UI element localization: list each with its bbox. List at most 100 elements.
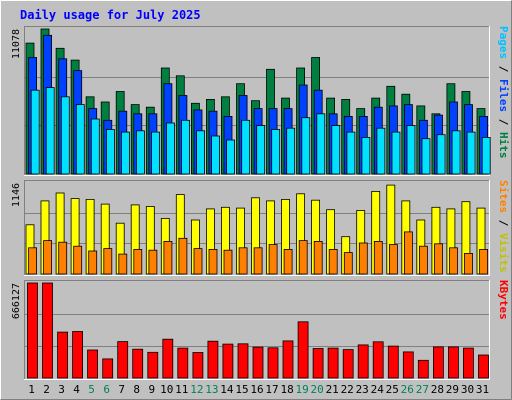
legend-sites: Sites	[497, 180, 510, 213]
x-tick-label-day-4: 4	[73, 383, 80, 396]
legend-separator: /	[497, 59, 510, 79]
legend-pages: Pages	[497, 26, 510, 59]
bar-pages-day-19	[301, 117, 311, 175]
bar-pages-day-29	[451, 130, 461, 175]
x-tick-label-day-26: 26	[401, 383, 414, 396]
bar-sites-day-3	[58, 241, 68, 275]
bar-sites-day-29	[449, 247, 458, 275]
legend-separator: /	[497, 213, 510, 233]
x-tick-label-day-21: 21	[326, 383, 339, 396]
bar-kbytes-day-22	[342, 349, 354, 379]
bar-sites-day-12	[193, 248, 203, 275]
bar-kbytes-day-6	[102, 358, 114, 379]
legend-separator: /	[497, 112, 510, 132]
bar-pages-day-26	[406, 125, 416, 175]
bar-sites-day-26	[403, 231, 413, 275]
bar-pages-day-15	[241, 119, 251, 175]
bar-sites-day-5	[88, 250, 98, 275]
bar-kbytes-day-30	[462, 347, 474, 379]
bar-kbytes-day-19	[297, 321, 309, 379]
bar-pages-day-14	[226, 139, 236, 175]
bar-kbytes-day-26	[402, 351, 414, 379]
bar-kbytes-day-11	[177, 347, 189, 379]
bar-pages-day-6	[106, 129, 115, 175]
bar-pages-day-30	[466, 131, 476, 175]
x-tick-label-day-12: 12	[190, 383, 203, 396]
x-tick-label-day-3: 3	[58, 383, 65, 396]
x-tick-label-day-6: 6	[103, 383, 110, 396]
x-tick-label-day-1: 1	[28, 383, 35, 396]
bar-pages-day-13	[211, 135, 221, 175]
bar-sites-day-13	[208, 248, 218, 275]
x-tick-label-day-13: 13	[205, 383, 218, 396]
x-tick-label-day-22: 22	[341, 383, 354, 396]
x-tick-label-day-14: 14	[220, 383, 234, 396]
bar-kbytes-day-1	[27, 282, 38, 379]
legend-hits: Hits	[497, 132, 510, 159]
chart-title: Daily usage for July 2025	[20, 8, 201, 22]
bar-pages-day-3	[60, 96, 70, 175]
bar-kbytes-day-5	[87, 349, 98, 379]
x-tick-label-day-9: 9	[148, 383, 155, 396]
bar-kbytes-day-17	[267, 347, 279, 379]
bar-pages-day-9	[151, 131, 160, 175]
bar-pages-day-31	[481, 136, 491, 175]
bar-pages-day-23	[361, 136, 371, 175]
bar-pages-day-1	[30, 89, 40, 175]
bar-sites-day-4	[73, 245, 83, 275]
bar-sites-day-6	[103, 248, 113, 275]
side-legend-label: Sites / Visits	[497, 180, 510, 273]
bar-sites-day-28	[434, 243, 443, 275]
bar-kbytes-day-28	[432, 346, 444, 379]
bar-kbytes-day-13	[207, 340, 219, 379]
bar-pages-day-25	[391, 131, 401, 175]
bar-pages-day-8	[135, 130, 145, 175]
bar-sites-day-24	[373, 240, 383, 275]
bar-kbytes-day-25	[387, 345, 399, 379]
x-tick-label-day-11: 11	[175, 383, 188, 396]
panel-2: 1146 Sites / Visits	[11, 180, 510, 276]
bar-kbytes-day-16	[252, 346, 264, 379]
bar-pages-day-16	[256, 125, 266, 175]
bar-kbytes-day-12	[192, 352, 204, 379]
bar-sites-day-14	[223, 249, 233, 275]
bar-sites-day-10	[163, 240, 173, 275]
panel-3: 666127 KBytes	[11, 280, 510, 380]
bar-kbytes-day-3	[57, 331, 68, 379]
bar-kbytes-day-2	[42, 282, 53, 379]
bar-sites-day-7	[118, 253, 128, 275]
bar-kbytes-day-23	[357, 344, 369, 379]
bar-kbytes-day-18	[282, 340, 294, 379]
bar-kbytes-day-4	[72, 331, 83, 379]
bar-sites-day-16	[253, 247, 263, 275]
x-tick-label-day-31: 31	[476, 383, 489, 396]
bar-pages-day-21	[331, 125, 341, 175]
x-tick-label-day-24: 24	[371, 383, 385, 396]
legend-kbytes: KBytes	[497, 280, 510, 320]
bar-sites-day-25	[388, 244, 398, 275]
bar-sites-day-8	[133, 248, 143, 275]
x-tick-label-day-16: 16	[250, 383, 263, 396]
bar-pages-day-4	[75, 104, 85, 175]
bar-sites-day-15	[238, 247, 248, 275]
legend-files: Files	[497, 79, 510, 112]
bar-pages-day-27	[421, 138, 431, 175]
x-tick-label-day-28: 28	[431, 383, 444, 396]
x-tick-label-day-27: 27	[416, 383, 429, 396]
bar-sites-day-2	[43, 240, 52, 275]
bar-kbytes-day-8	[132, 348, 144, 379]
bar-kbytes-day-31	[478, 354, 489, 379]
x-tick-label-day-8: 8	[133, 383, 140, 396]
x-tick-label-day-15: 15	[235, 383, 248, 396]
x-tick-label-day-2: 2	[43, 383, 50, 396]
bar-sites-day-19	[298, 240, 308, 275]
bar-pages-day-17	[271, 129, 281, 175]
panel-1: 11078 Pages / Files / Hits	[11, 26, 510, 176]
bar-sites-day-1	[28, 247, 38, 275]
x-tick-label-day-7: 7	[118, 383, 125, 396]
bar-kbytes-day-15	[237, 343, 249, 379]
bar-pages-day-7	[121, 131, 130, 175]
bar-kbytes-day-9	[147, 351, 159, 379]
